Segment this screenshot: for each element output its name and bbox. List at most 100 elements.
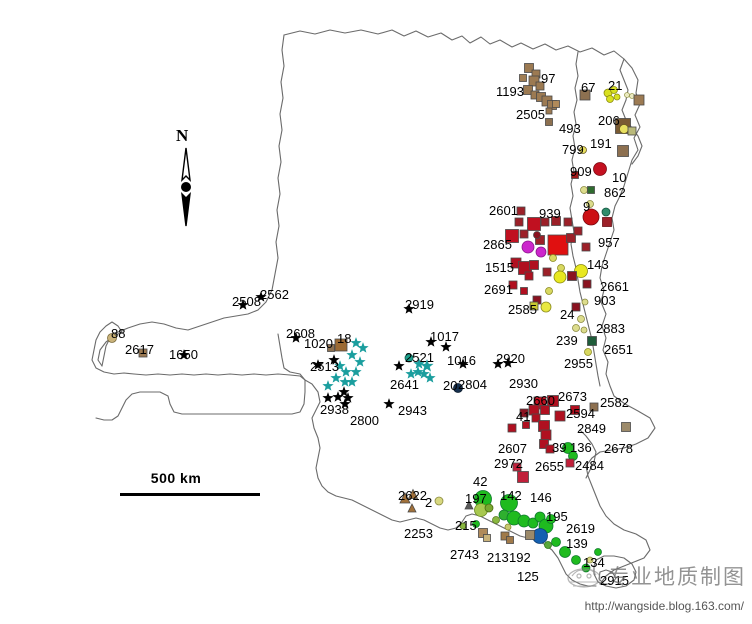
map-label: 2661 [600, 279, 629, 294]
map-symbol-circle [434, 496, 444, 506]
map-label: 197 [465, 491, 487, 506]
map-symbol-circle [472, 520, 480, 528]
map-label: 2484 [575, 458, 604, 473]
map-symbol-square [529, 301, 539, 311]
map-label: 2601 [489, 203, 518, 218]
map-symbol-circle [544, 541, 552, 549]
map-symbol-circle [540, 301, 552, 313]
map-symbol-star [328, 354, 340, 365]
map-label: 493 [559, 121, 581, 136]
map-symbol-star [412, 366, 424, 377]
map-symbol-square [571, 302, 581, 312]
map-symbol-triangle [407, 488, 419, 499]
map-symbol-square [531, 413, 541, 423]
map-symbol-circle [580, 326, 588, 334]
map-symbol-circle [521, 240, 535, 254]
map-label: 2562 [260, 287, 289, 302]
map-symbol-square [512, 462, 522, 472]
map-symbol-square [567, 271, 577, 281]
map-label: 2883 [596, 321, 625, 336]
map-symbol-circle [545, 287, 553, 295]
map-symbol-square [520, 287, 528, 295]
map-label: 2972 [494, 456, 523, 471]
map-symbol-square [535, 81, 545, 91]
map-symbol-star [457, 358, 469, 369]
map-label: 2508 [232, 294, 261, 309]
map-label: 195 [546, 509, 568, 524]
map-label: 1193 [496, 84, 524, 99]
map-symbol-star [322, 380, 334, 391]
map-symbol-square [138, 348, 148, 358]
map-symbol-star [424, 372, 436, 383]
map-symbol-square [540, 405, 550, 415]
map-symbol-square [525, 530, 535, 540]
map-symbol-square [554, 410, 566, 422]
map-label: 2743 [450, 547, 479, 562]
map-label: 2673 [558, 389, 587, 404]
watermark-text: 专业地质制图 [608, 565, 746, 589]
watermark: 专业地质制图 [564, 561, 746, 591]
map-label: 142 [500, 488, 522, 503]
map-label: 2 [425, 495, 433, 510]
map-symbol-square [514, 217, 524, 227]
map-label: 2915 [600, 573, 629, 588]
scale-bar-line [120, 493, 260, 496]
map-symbol-triangle [464, 500, 474, 510]
map-label: 2617 [125, 342, 154, 357]
map-symbol-square [478, 528, 488, 538]
map-symbol-square [527, 217, 541, 231]
map-label: 2919 [405, 297, 434, 312]
map-label: 206 [598, 113, 620, 128]
map-symbol-star [413, 358, 425, 369]
map-symbol-square [528, 75, 540, 87]
map-symbol-circle [582, 208, 600, 226]
west-border [101, 34, 285, 367]
province-line-4 [579, 429, 597, 479]
map-label: 21 [608, 78, 623, 93]
map-symbol-square [545, 444, 555, 454]
map-symbol-star [350, 366, 362, 377]
southeast-hook [593, 555, 637, 589]
map-symbol-square [633, 94, 645, 106]
map-symbol-square [508, 280, 518, 290]
map-label: 67 [581, 80, 596, 95]
map-symbol-square [524, 63, 534, 73]
map-symbol-star [393, 360, 405, 371]
map-symbol-circle [500, 494, 518, 512]
map-symbol-star [255, 291, 267, 302]
map-label: 862 [604, 185, 626, 200]
map-label: 2691 [484, 282, 513, 297]
map-symbol-square [602, 217, 612, 227]
map-label: 2622 [398, 488, 427, 503]
map-symbol-star [350, 337, 362, 348]
map-label: 41 [516, 409, 531, 424]
map-label: 2607 [498, 441, 527, 456]
map-symbol-square [570, 405, 580, 415]
map-symbol-circle [577, 315, 585, 323]
map-symbol-circle [559, 546, 571, 558]
map-symbol-star [346, 376, 358, 387]
map-symbol-circle [579, 146, 587, 154]
map-symbol-square [507, 423, 517, 433]
map-symbol-star [420, 359, 434, 372]
scale-bar-label: 500 km [150, 470, 202, 486]
map-label: 239 [556, 333, 578, 348]
map-label: 20 [443, 378, 458, 393]
province-line-5 [619, 58, 643, 165]
map-label: 2865 [483, 237, 512, 252]
map-symbol-star [403, 303, 415, 314]
map-symbol-circle [572, 324, 580, 332]
map-symbol-star [405, 368, 417, 379]
map-symbol-star [338, 386, 350, 397]
map-symbol-circle [504, 523, 512, 531]
map-symbol-square [587, 186, 595, 194]
map-symbol-triangle [399, 492, 411, 504]
map-symbol-square [519, 408, 529, 418]
map-label: 909 [570, 164, 592, 179]
map-symbol-square [566, 233, 576, 243]
map-symbol-square [545, 118, 553, 126]
map-label: 2585 [508, 302, 537, 317]
